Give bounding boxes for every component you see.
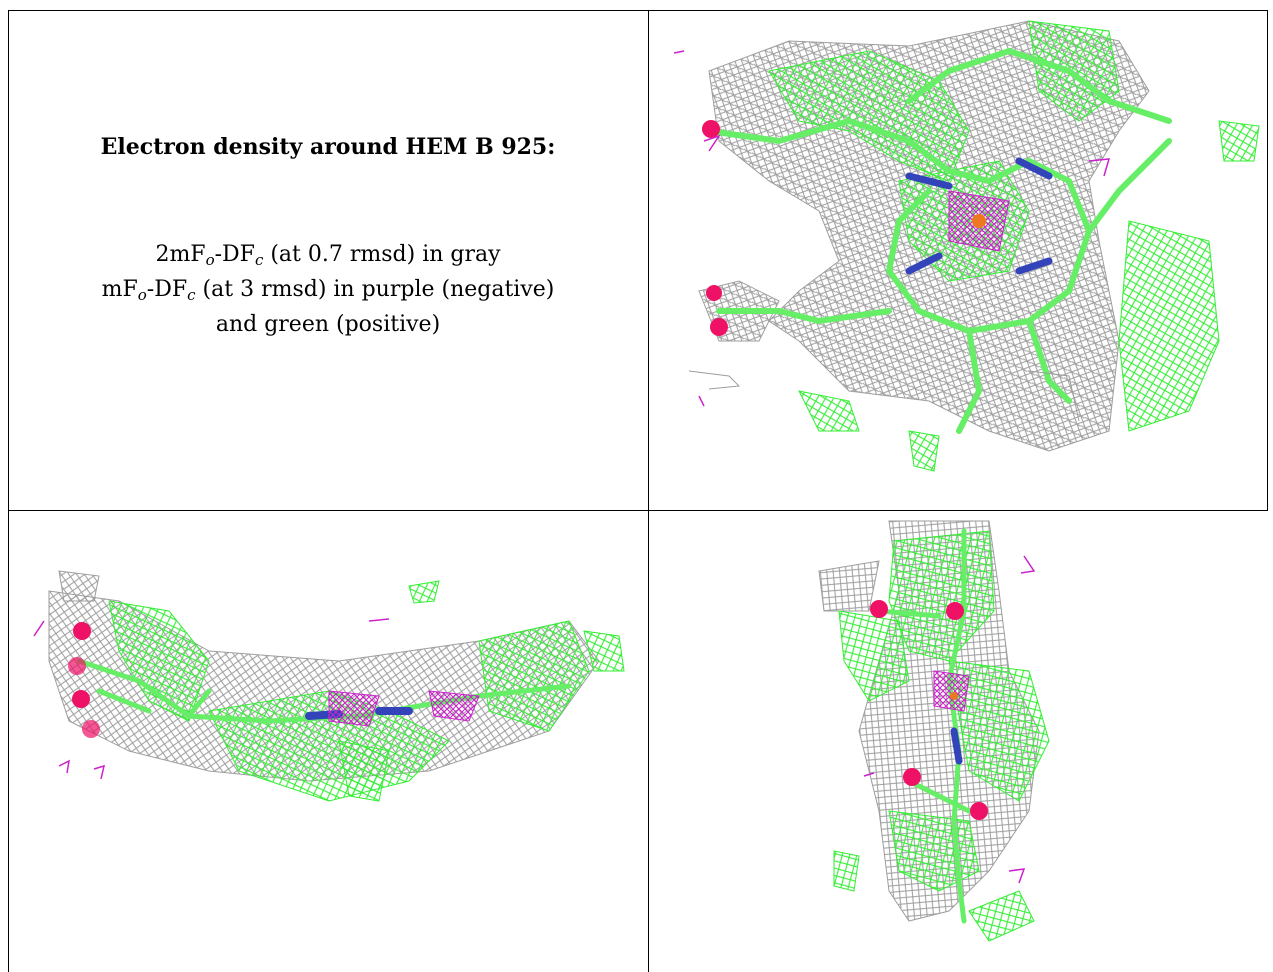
purple-density-fragments <box>673 50 1111 407</box>
gray-density-fragments <box>688 370 1080 422</box>
purple-density-fragments <box>863 555 1036 884</box>
oxygen-atoms <box>870 600 988 820</box>
nitrogen-atoms <box>905 157 1053 275</box>
caption-line-green: and green (positive) <box>215 312 441 337</box>
table-border-right <box>1267 10 1268 510</box>
nitrogen-atoms <box>950 727 963 765</box>
bottom-right-view <box>649 511 1267 972</box>
top-right-view <box>649 11 1267 509</box>
table-border-center <box>648 10 649 972</box>
table-border-top <box>8 10 1268 11</box>
oxygen-atoms <box>702 120 728 336</box>
caption-cell: Electron density around HEM B 925: 2mFo-… <box>8 10 648 508</box>
caption-line-2fo-fc: 2mFo-DFc (at 0.7 rmsd) in gray <box>155 242 501 269</box>
heme-sticks <box>706 47 1172 434</box>
iron-center <box>933 670 970 712</box>
caption-description: 2mFo-DFc (at 0.7 rmsd) in gray mFo-DFc (… <box>102 240 555 340</box>
caption-title: Electron density around HEM B 925: <box>100 134 556 160</box>
purple-density <box>33 618 480 780</box>
table-border-left <box>8 10 9 972</box>
oxygen-atoms <box>68 622 100 738</box>
bottom-left-view <box>9 511 648 972</box>
table-border-middle <box>8 510 1268 511</box>
green-density-mesh <box>108 580 625 802</box>
caption-line-fo-fc: mFo-DFc (at 3 rmsd) in purple (negative) <box>101 277 555 304</box>
iron-center <box>948 190 1010 252</box>
